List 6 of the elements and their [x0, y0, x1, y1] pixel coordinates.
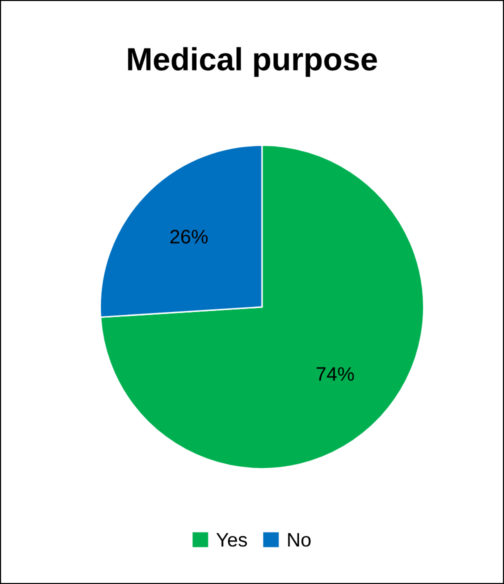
- legend-label: No: [288, 533, 311, 547]
- chart-title: Medical purpose: [128, 47, 377, 77]
- data-label: 74%: [316, 367, 354, 381]
- legend-label: Yes: [216, 533, 247, 547]
- pie-slice: [100, 144, 424, 470]
- data-label: 26%: [170, 230, 208, 244]
